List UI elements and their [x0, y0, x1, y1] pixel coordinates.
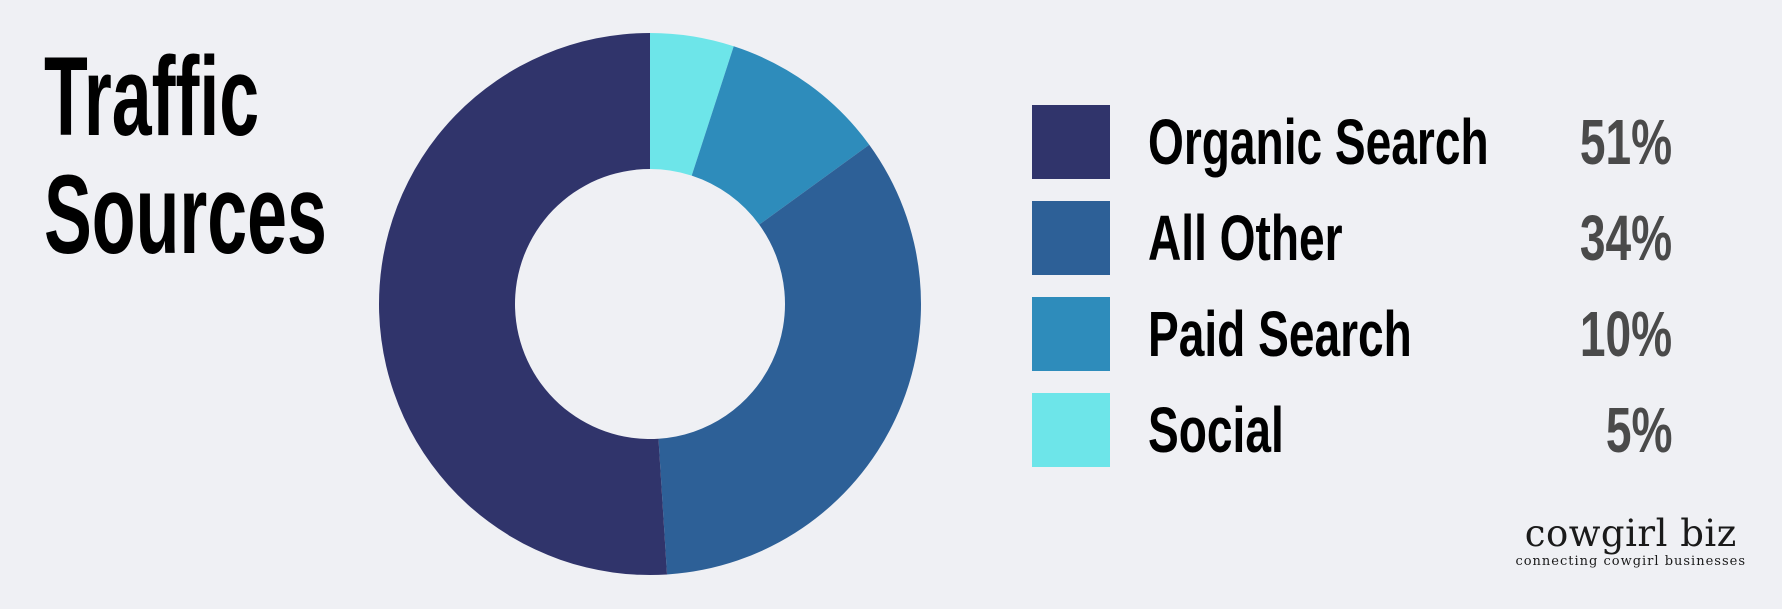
- legend-swatch: [1032, 393, 1110, 467]
- legend-item-all-other: All Other 34%: [1032, 201, 1672, 297]
- legend-label: Paid Search: [1148, 298, 1412, 370]
- brand-logo: cowgirl biz connecting cowgirl businesse…: [1515, 514, 1746, 570]
- chart-title: Traffic Sources: [44, 38, 327, 274]
- brand-logo-name: cowgirl biz: [1524, 512, 1737, 555]
- legend-item-social: Social 5%: [1032, 393, 1672, 489]
- legend-swatch: [1032, 201, 1110, 275]
- donut-slice-paid-search: [691, 46, 870, 225]
- legend-value: 5%: [1605, 394, 1672, 466]
- legend-label: Social: [1148, 394, 1284, 466]
- legend-label: Organic Search: [1148, 106, 1489, 178]
- donut-slice-all-other: [658, 144, 922, 575]
- donut-slice-social: [650, 33, 734, 176]
- legend-swatch: [1032, 105, 1110, 179]
- legend-item-organic-search: Organic Search 51%: [1032, 105, 1672, 201]
- legend-value: 10%: [1579, 298, 1672, 370]
- legend-item-paid-search: Paid Search 10%: [1032, 297, 1672, 393]
- chart-legend: Organic Search 51% All Other 34% Paid Se…: [1032, 105, 1672, 489]
- legend-value: 34%: [1579, 202, 1672, 274]
- chart-title-line-2: Sources: [44, 152, 327, 277]
- legend-value: 51%: [1579, 106, 1672, 178]
- legend-swatch: [1032, 297, 1110, 371]
- brand-logo-tagline: connecting cowgirl businesses: [1515, 554, 1746, 569]
- donut-slice-organic-search: [379, 33, 668, 575]
- legend-label: All Other: [1148, 202, 1343, 274]
- chart-title-line-1: Traffic: [44, 34, 260, 159]
